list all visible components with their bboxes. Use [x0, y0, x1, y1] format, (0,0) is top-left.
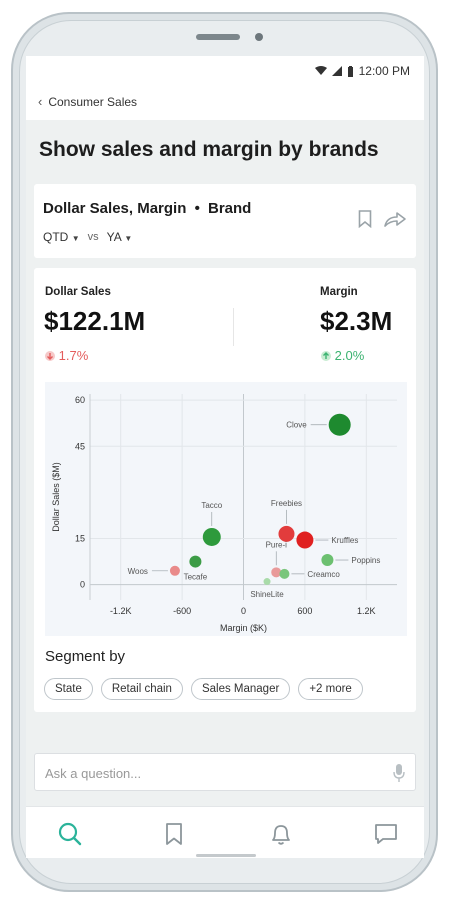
y-tick-label: 60 — [75, 395, 85, 405]
ask-bar — [34, 753, 416, 791]
point-poppins — [321, 554, 334, 567]
point-label-woos: Woos — [128, 567, 148, 576]
kpi-margin-value: $2.3M — [320, 306, 393, 336]
nav-bar: ‹ Consumer Sales — [26, 84, 424, 120]
segment-chip-sales-manager[interactable]: Sales Manager — [190, 678, 291, 700]
vs-label: vs — [87, 231, 99, 243]
point-tecafe — [189, 555, 202, 568]
period-value: QTD — [43, 230, 69, 244]
kpi-dollar-sales-delta: 1.7% — [45, 348, 88, 363]
point-label-kruffles: Kruffles — [331, 536, 358, 545]
answer-title: Dollar Sales, Margin • Brand — [43, 200, 251, 217]
point-label-freebies: Freebies — [271, 499, 302, 508]
kpi-dollar-sales-value: $122.1M — [44, 306, 146, 336]
point-woos — [169, 565, 180, 576]
caret-down-icon: ▼ — [71, 234, 80, 243]
tab-bell-icon[interactable] — [266, 819, 296, 849]
bookmark-icon[interactable] — [358, 210, 372, 228]
period-dropdown[interactable]: QTD ▼ — [43, 230, 80, 244]
point-freebies — [278, 525, 295, 542]
front-camera — [255, 33, 263, 41]
point-label-tacco: Tacco — [201, 501, 222, 510]
tab-bar — [26, 806, 424, 858]
query-header: Show sales and margin by brands — [26, 120, 424, 182]
x-tick-label: -600 — [173, 606, 191, 616]
caret-down-icon: ▼ — [124, 234, 133, 243]
point-label-clove: Clove — [286, 421, 307, 430]
compare-value: YA — [106, 230, 122, 244]
back-button[interactable]: ‹ Consumer Sales — [38, 94, 137, 109]
point-label-shinelite: ShineLite — [250, 590, 284, 599]
arrow-down-icon — [45, 351, 55, 361]
segment-title: Segment by — [45, 648, 126, 665]
point-label-pure-i: Pure-i — [266, 540, 288, 549]
title-separator: • — [194, 200, 200, 217]
app-screen: 12:00 PM ‹ Consumer Sales Show sales and… — [26, 56, 424, 858]
status-icons: 12:00 PM — [314, 64, 410, 78]
battery-icon — [347, 65, 353, 77]
segment-chip-retail-chain[interactable]: Retail chain — [100, 678, 183, 700]
answer-header-card: Dollar Sales, Margin • Brand QTD ▼ vs YA… — [34, 184, 416, 258]
status-bar: 12:00 PM — [26, 56, 424, 84]
segment-chip-more[interactable]: +2 more — [298, 678, 363, 700]
home-indicator — [196, 854, 256, 857]
answer-measures: Dollar Sales, Margin — [43, 200, 187, 217]
x-tick-label: 0 — [241, 606, 246, 616]
compare-dropdown[interactable]: YA ▼ — [107, 230, 133, 244]
arrow-up-icon — [321, 351, 331, 361]
point-kruffles — [296, 531, 314, 549]
ask-input[interactable] — [43, 761, 377, 785]
segment-chips: State Retail chain Sales Manager +2 more — [44, 678, 363, 700]
y-tick-label: 0 — [80, 580, 85, 590]
kpi-margin-label: Margin — [320, 286, 358, 298]
share-icon[interactable] — [383, 210, 407, 228]
tab-chat-icon[interactable] — [371, 819, 401, 849]
scatter-chart-svg: -1.2K -600 0 600 1.2K 0 15 45 60 Margin ($K) Dolla… — [51, 394, 397, 633]
point-tacco — [202, 527, 221, 546]
point-label-poppins: Poppins — [351, 556, 380, 565]
x-axis-title: Margin ($K) — [220, 623, 267, 633]
filter-row: QTD ▼ vs YA ▼ — [43, 230, 132, 244]
back-label: Consumer Sales — [48, 94, 138, 109]
segment-chip-state[interactable]: State — [44, 678, 93, 700]
point-clove — [328, 413, 351, 436]
point-label-creamco: Creamco — [307, 570, 340, 579]
x-tick-label: 1.2K — [357, 606, 376, 616]
kpi-dollar-sales-delta-value: 1.7% — [58, 348, 89, 363]
speaker-grille — [196, 34, 240, 40]
kpi-divider — [233, 308, 234, 346]
answer-card: Dollar Sales $122.1M 1.7% Margin $2.3M 2… — [34, 268, 416, 712]
point-shinelite — [263, 578, 271, 586]
point-pure-i — [271, 567, 282, 578]
status-time: 12:00 PM — [358, 64, 410, 78]
query-title: Show sales and margin by brands — [39, 138, 379, 161]
point-creamco — [279, 568, 290, 579]
kpi-margin-delta: 2.0% — [321, 348, 364, 363]
tab-search-icon[interactable] — [55, 819, 85, 849]
kpi-dollar-sales-label: Dollar Sales — [45, 286, 111, 298]
y-tick-label: 15 — [75, 534, 85, 544]
signal-icon — [331, 66, 342, 76]
answer-dimension: Brand — [208, 200, 252, 217]
tab-bookmark-icon[interactable] — [159, 819, 189, 849]
x-tick-label: 600 — [297, 606, 312, 616]
y-tick-label: 45 — [75, 441, 85, 451]
scatter-chart[interactable]: -1.2K -600 0 600 1.2K 0 15 45 60 Margin ($K) Dolla… — [45, 382, 407, 636]
y-axis-title: Dollar Sales ($M) — [51, 462, 61, 532]
point-label-tecafe: Tecafe — [184, 573, 208, 582]
chevron-left-icon: ‹ — [38, 94, 43, 109]
wifi-icon — [314, 66, 327, 75]
kpi-margin-delta-value: 2.0% — [334, 348, 365, 363]
microphone-icon[interactable] — [393, 763, 405, 783]
x-tick-label: -1.2K — [110, 606, 132, 616]
